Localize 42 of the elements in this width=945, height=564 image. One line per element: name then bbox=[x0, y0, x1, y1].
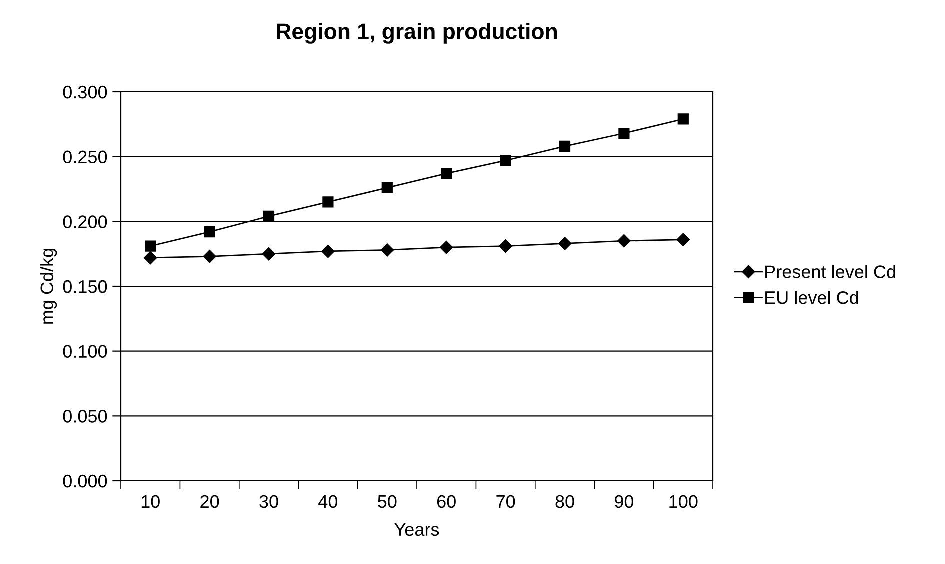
point bbox=[618, 234, 631, 248]
x-tick-label: 100 bbox=[670, 495, 698, 508]
point bbox=[499, 240, 512, 253]
point bbox=[380, 244, 394, 257]
x-tick-label: 90 bbox=[615, 495, 634, 508]
point bbox=[262, 247, 276, 261]
x-tick-label: 80 bbox=[556, 495, 574, 508]
point bbox=[144, 251, 158, 265]
x-tick-label: 10 bbox=[142, 495, 160, 508]
point bbox=[618, 128, 630, 140]
y-tick-label: 0.050 bbox=[63, 410, 108, 423]
point bbox=[558, 237, 572, 250]
x-tick-label: 30 bbox=[260, 495, 278, 508]
y-tick-label: 0.200 bbox=[63, 216, 108, 228]
x-tick-label: 40 bbox=[318, 495, 338, 508]
x-axis-title: Years bbox=[394, 523, 440, 536]
point bbox=[145, 240, 156, 252]
y-tick-label: 0.300 bbox=[63, 86, 108, 99]
point bbox=[559, 140, 571, 152]
legend-label: EU level Cd bbox=[766, 291, 858, 304]
y-tick-label: 0.250 bbox=[63, 150, 108, 164]
x-tick-label: 20 bbox=[200, 495, 220, 508]
point bbox=[204, 226, 216, 238]
point bbox=[322, 196, 334, 208]
point bbox=[441, 168, 452, 180]
point bbox=[203, 250, 216, 264]
x-tick-label: 50 bbox=[378, 495, 397, 508]
point bbox=[500, 155, 512, 166]
y-tick-label: 0.150 bbox=[63, 280, 108, 294]
chart-title: Region 1, grain production bbox=[277, 23, 557, 44]
x-tick-label: 60 bbox=[437, 495, 456, 508]
y-tick-label: 0.100 bbox=[63, 345, 108, 358]
y-tick-label: 0.000 bbox=[63, 474, 108, 488]
y-axis-title: mg Cd/kg bbox=[40, 249, 58, 324]
point bbox=[678, 114, 689, 125]
point bbox=[440, 241, 454, 254]
x-tick-label: 70 bbox=[496, 495, 516, 508]
point bbox=[382, 182, 393, 194]
point bbox=[676, 233, 690, 246]
point bbox=[263, 210, 275, 222]
legend-label: Present level Cd bbox=[766, 265, 896, 278]
point bbox=[322, 244, 335, 258]
